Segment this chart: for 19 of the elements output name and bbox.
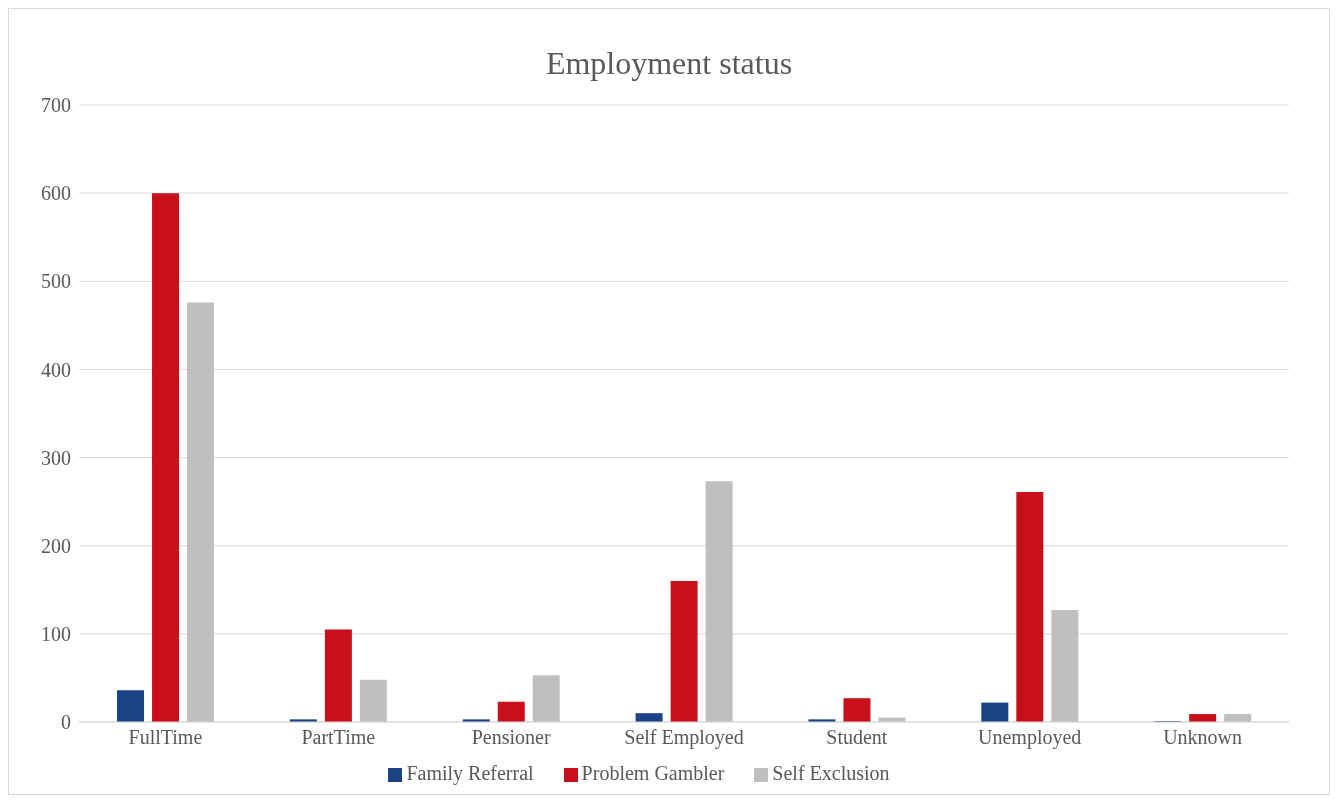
y-tick-label: 400	[41, 358, 71, 381]
legend-label: Problem Gambler	[581, 762, 725, 784]
y-tick-label: 700	[41, 94, 71, 117]
y-tick-label: 0	[61, 711, 71, 734]
y-tick-label: 300	[41, 446, 71, 469]
x-tick-label: Student	[826, 726, 888, 749]
y-tick-label: 100	[41, 622, 71, 645]
x-tick-label: Unknown	[1163, 726, 1243, 749]
x-tick-label: Pensioner	[471, 726, 551, 749]
chart-title: Employment status	[544, 44, 794, 83]
legend-label: Family Referral	[406, 762, 534, 784]
y-tick-label: 500	[41, 270, 71, 293]
x-tick-label: Unemployed	[978, 726, 1082, 750]
x-tick-label: Self Employed	[624, 726, 744, 750]
legend-label: Self Exclusion	[772, 762, 890, 784]
x-tick-label: PartTime	[301, 726, 376, 749]
y-tick-label: 600	[41, 182, 71, 205]
x-tick-label: FullTime	[128, 726, 203, 749]
y-tick-label: 200	[41, 534, 71, 557]
